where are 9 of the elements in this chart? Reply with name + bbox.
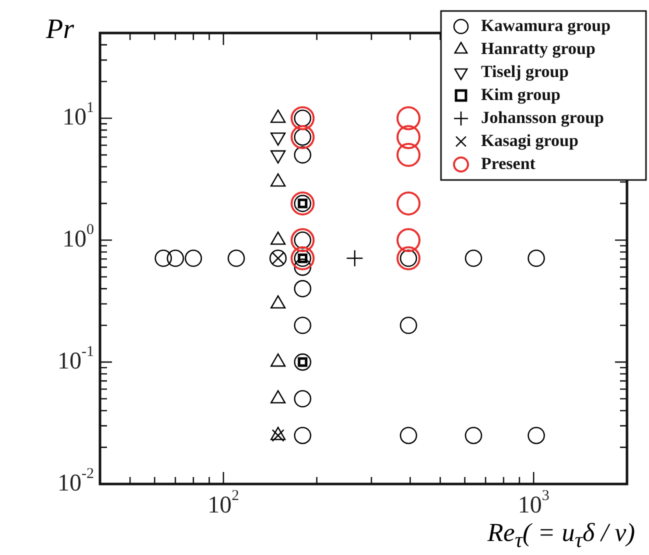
legend-label: Johansson group (481, 108, 604, 127)
legend-label: Kawamura group (481, 16, 611, 35)
legend-label: Kim group (481, 84, 561, 104)
y-axis-title: Pr (46, 14, 74, 46)
x-axis-title: Re$_{τ}$( = u$_{τ}$δ / ν) (487, 518, 635, 553)
legend-label: Tiselj group (481, 62, 569, 81)
legend-label: Hanratty group (481, 38, 596, 58)
legend-label: Kasagi group (481, 130, 578, 150)
legend-label: Present (481, 154, 536, 173)
